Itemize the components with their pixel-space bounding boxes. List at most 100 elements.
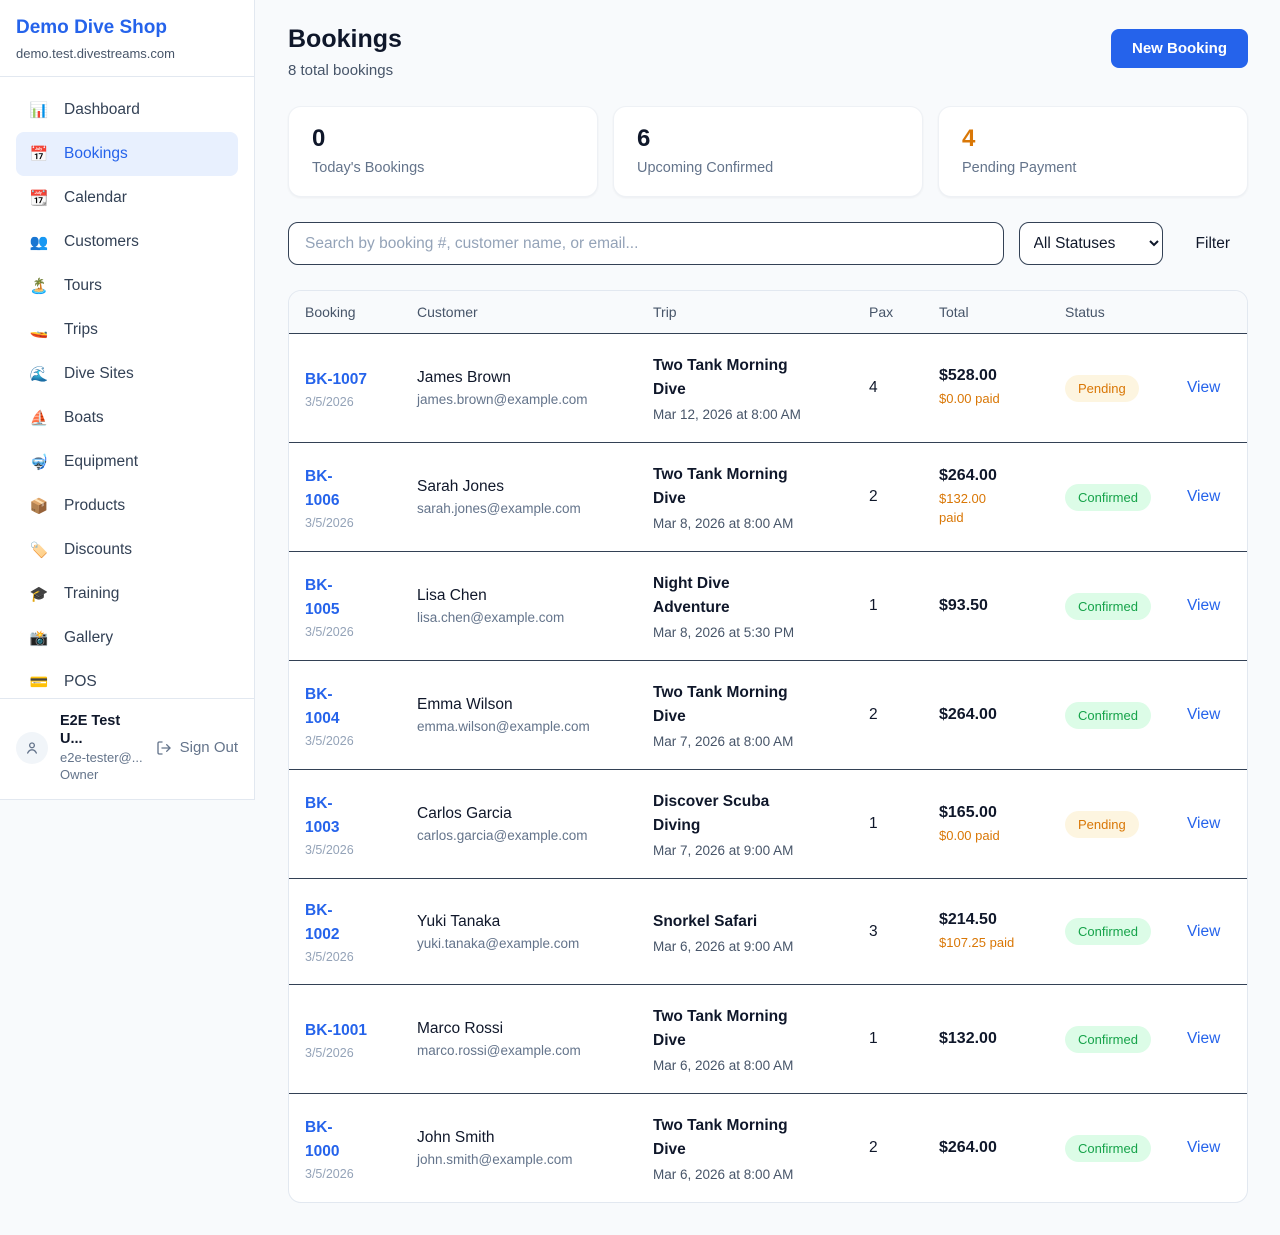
products-icon: 📦 (29, 498, 49, 515)
sidebar-item-dive-sites[interactable]: 🌊 Dive Sites (16, 352, 238, 396)
total-amount: $264.00 (939, 706, 997, 724)
booking-id-link[interactable]: BK- 1002 (305, 902, 340, 944)
trip-name: Two Tank Morning Dive (653, 684, 788, 726)
booking-id-link[interactable]: BK- 1006 (305, 467, 340, 509)
sidebar-item-label: Products (64, 497, 126, 514)
sidebar-item-pos[interactable]: 💳 POS (16, 660, 238, 704)
shop-domain: demo.test.divestreams.com (16, 46, 175, 61)
trip-time: Mar 6, 2026 at 9:00 AM (653, 938, 794, 954)
sidebar-item-label: Tours (64, 277, 102, 294)
booking-date: 3/5/2026 (305, 950, 354, 965)
booking-row: BK-1007 3/5/2026 James Brown james.brown… (289, 334, 1247, 443)
sidebar-item-bookings[interactable]: 📅 Bookings (16, 132, 238, 176)
main-content: Bookings 8 total bookings New Booking 0 … (255, 0, 1280, 1235)
status-badge: Confirmed (1065, 483, 1151, 511)
view-link[interactable]: View (1187, 488, 1221, 506)
sidebar-item-equipment[interactable]: 🤿 Equipment (16, 440, 238, 484)
booking-date: 3/5/2026 (305, 624, 354, 639)
booking-id-link[interactable]: BK-1007 (305, 370, 368, 388)
col-header-booking: Booking (289, 291, 401, 334)
sidebar-item-boats[interactable]: ⛵ Boats (16, 396, 238, 440)
status-badge: Confirmed (1065, 918, 1151, 946)
booking-id-link[interactable]: BK-1001 (305, 1021, 368, 1039)
booking-id-link[interactable]: BK- 1004 (305, 685, 340, 727)
status-badge: Confirmed (1065, 592, 1151, 620)
booking-row: BK- 1002 3/5/2026 Yuki Tanaka yuki.tanak… (289, 879, 1247, 985)
trip-time: Mar 7, 2026 at 8:00 AM (653, 734, 794, 750)
page-subtitle: 8 total bookings (288, 62, 394, 79)
pax-count: 1 (869, 1030, 878, 1048)
trips-icon: 🚤 (29, 322, 49, 339)
stat-cards: 0 Today's Bookings 6 Upcoming Confirmed … (288, 106, 1248, 197)
view-link[interactable]: View (1187, 1030, 1221, 1048)
sidebar-item-label: Calendar (64, 189, 127, 206)
booking-row: BK- 1005 3/5/2026 Lisa Chen lisa.chen@ex… (289, 552, 1247, 661)
bookings-table: Booking Customer Trip Pax Total Status B… (289, 291, 1247, 1202)
customer-email: james.brown@example.com (417, 392, 588, 408)
trip-time: Mar 8, 2026 at 8:00 AM (653, 516, 794, 532)
stat-label: Today's Bookings (312, 160, 425, 176)
pax-count: 1 (869, 597, 878, 615)
booking-id-link[interactable]: BK- 1000 (305, 1118, 340, 1160)
search-input[interactable] (288, 222, 1004, 265)
discounts-icon: 🏷️ (29, 542, 49, 559)
sidebar-item-products[interactable]: 📦 Products (16, 484, 238, 528)
paid-amount: $0.00 paid (939, 391, 1000, 407)
view-link[interactable]: View (1187, 815, 1221, 833)
table-header-row: Booking Customer Trip Pax Total Status (289, 291, 1247, 334)
view-link[interactable]: View (1187, 922, 1221, 940)
pax-count: 2 (869, 706, 878, 724)
booking-date: 3/5/2026 (305, 733, 354, 748)
user-email: e2e-tester@... (60, 749, 143, 765)
page-title: Bookings (288, 25, 402, 53)
customer-name: Emma Wilson (417, 696, 513, 714)
booking-id-link[interactable]: BK- 1005 (305, 576, 340, 618)
col-header-status: Status (1049, 291, 1171, 334)
user-name: E2E Test U... (60, 713, 121, 748)
customer-name: Yuki Tanaka (417, 912, 501, 930)
sidebar-item-label: Training (64, 585, 120, 602)
gallery-icon: 📸 (29, 630, 49, 647)
filter-button[interactable]: Filter (1178, 235, 1248, 253)
trip-name: Snorkel Safari (653, 912, 758, 930)
sidebar-item-label: Boats (64, 409, 104, 426)
customer-email: lisa.chen@example.com (417, 610, 565, 626)
status-filter-select[interactable]: All Statuses (1018, 222, 1163, 265)
trip-time: Mar 12, 2026 at 8:00 AM (653, 407, 801, 423)
sidebar-item-label: POS (64, 673, 97, 690)
paid-amount: $0.00 paid (939, 827, 1000, 843)
view-link[interactable]: View (1187, 379, 1221, 397)
sidebar-item-label: Bookings (64, 145, 128, 162)
col-header-trip: Trip (637, 291, 853, 334)
stat-value: 0 (312, 125, 326, 152)
sidebar-item-gallery[interactable]: 📸 Gallery (16, 616, 238, 660)
trip-name: Two Tank Morning Dive (653, 357, 788, 399)
booking-row: BK- 1003 3/5/2026 Carlos Garcia carlos.g… (289, 770, 1247, 879)
filter-bar: All Statuses Filter (288, 222, 1248, 265)
view-link[interactable]: View (1187, 706, 1221, 724)
sidebar-item-dashboard[interactable]: 📊 Dashboard (16, 88, 238, 132)
sidebar-item-discounts[interactable]: 🏷️ Discounts (16, 528, 238, 572)
booking-row: BK-1001 3/5/2026 Marco Rossi marco.rossi… (289, 985, 1247, 1094)
stat-value: 6 (637, 125, 651, 152)
sidebar-item-label: Dashboard (64, 101, 140, 118)
customer-email: carlos.garcia@example.com (417, 828, 588, 844)
sidebar-item-calendar[interactable]: 📆 Calendar (16, 176, 238, 220)
sign-out-button[interactable]: Sign Out (156, 739, 238, 756)
trip-time: Mar 6, 2026 at 8:00 AM (653, 1167, 794, 1183)
stat-card-upcoming-confirmed: 6 Upcoming Confirmed (613, 106, 923, 197)
sidebar-item-customers[interactable]: 👥 Customers (16, 220, 238, 264)
training-icon: 🎓 (29, 586, 49, 603)
tours-icon: 🏝️ (29, 278, 49, 295)
view-link[interactable]: View (1187, 597, 1221, 615)
sidebar-item-trips[interactable]: 🚤 Trips (16, 308, 238, 352)
sidebar-item-tours[interactable]: 🏝️ Tours (16, 264, 238, 308)
dive-sites-icon: 🌊 (29, 366, 49, 383)
total-amount: $264.00 (939, 1139, 997, 1157)
customer-email: marco.rossi@example.com (417, 1043, 581, 1059)
view-link[interactable]: View (1187, 1139, 1221, 1157)
total-amount: $214.50 (939, 911, 997, 929)
booking-id-link[interactable]: BK- 1003 (305, 794, 340, 836)
sidebar-item-training[interactable]: 🎓 Training (16, 572, 238, 616)
new-booking-button[interactable]: New Booking (1110, 29, 1248, 68)
